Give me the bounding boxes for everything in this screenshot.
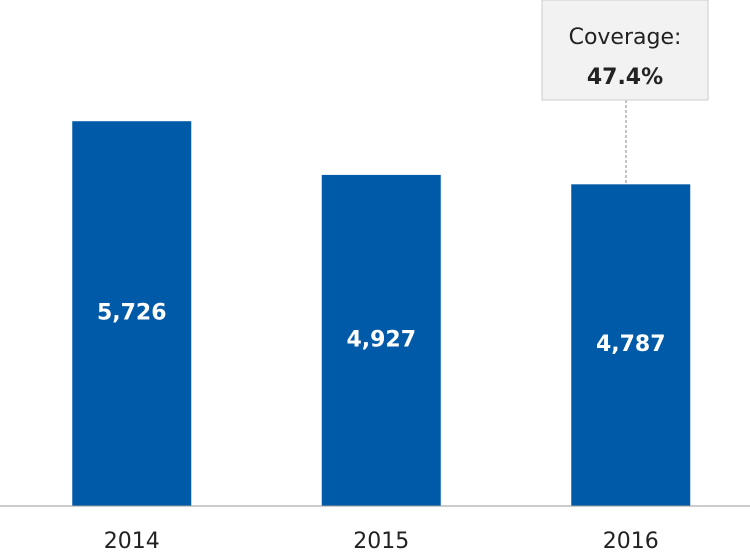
bar [72, 121, 192, 506]
x-tick-label: 2015 [353, 529, 409, 554]
bar [321, 174, 441, 507]
value-label: 4,927 [346, 327, 416, 352]
x-tick-label: 2016 [603, 529, 659, 554]
value-label: 4,787 [596, 332, 666, 357]
x-tick-label: 2014 [104, 529, 160, 554]
callout-title: Coverage: [569, 25, 682, 50]
bar [571, 184, 691, 506]
value-label: 5,726 [97, 301, 167, 326]
callout-box [541, 0, 709, 101]
callout-text: 47.4% [587, 65, 663, 90]
